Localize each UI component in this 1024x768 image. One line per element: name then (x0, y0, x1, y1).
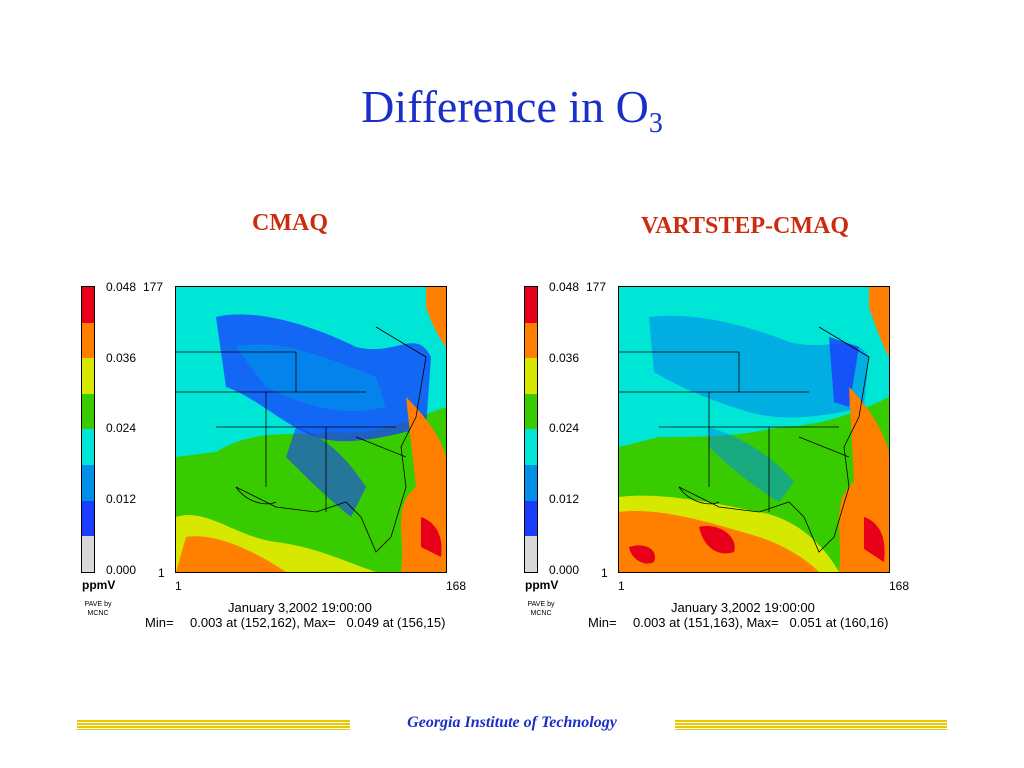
min-label: Min= (145, 615, 174, 630)
map-panel-vartstep: 0.048 0.036 0.024 0.012 0.000 ppmV 177 1… (521, 278, 941, 638)
x-axis-max: 168 (889, 579, 910, 593)
map-date: January 3,2002 19:00:00 (671, 600, 815, 615)
colorbar-swatch (82, 287, 94, 323)
title-subscript: 3 (648, 108, 663, 139)
min-label: Min= (588, 615, 617, 630)
colorbar-tick: 0.012 (106, 492, 137, 506)
colorbar-swatch (82, 500, 94, 537)
colorbar-swatch (82, 358, 94, 394)
colorbar-swatch (82, 429, 94, 465)
y-axis-min: 1 (601, 566, 608, 580)
colorbar-tick: 0.048 (106, 280, 137, 294)
pave-logo: PAVE by MCNC (84, 601, 112, 617)
x-axis-min: 1 (175, 579, 182, 593)
footer-rule-right (675, 720, 947, 730)
colorbar-swatch (525, 464, 537, 501)
colorbar-swatch (525, 500, 537, 537)
colorbar-unit: ppmV (82, 578, 116, 592)
colorbar-unit: ppmV (525, 578, 559, 592)
panel-heading-cmaq: CMAQ (252, 210, 328, 236)
colorbar-tick: 0.036 (106, 351, 137, 365)
min-max-readout: 0.003 at (151,163), Max= 0.051 at (160,1… (633, 615, 889, 630)
colorbar (81, 286, 95, 573)
colorbar-swatch (525, 287, 537, 323)
colorbar-tick: 0.024 (549, 421, 580, 435)
x-axis-max: 168 (446, 579, 467, 593)
ozone-difference-map (618, 286, 890, 573)
title-text: Difference in O (361, 81, 649, 132)
colorbar-tick: 0.012 (549, 492, 580, 506)
min-max-readout: 0.003 at (152,162), Max= 0.049 at (156,1… (190, 615, 446, 630)
x-axis-min: 1 (618, 579, 625, 593)
pave-logo: PAVE by MCNC (527, 601, 555, 617)
colorbar-swatch (525, 536, 537, 572)
slide-title: Difference in O3 (0, 80, 1024, 140)
colorbar-tick: 0.000 (106, 563, 137, 577)
map-date: January 3,2002 19:00:00 (228, 600, 372, 615)
colorbar-swatch (525, 358, 537, 394)
colorbar-tick: 0.036 (549, 351, 580, 365)
colorbar-swatch (525, 393, 537, 430)
colorbar (524, 286, 538, 573)
map-panel-cmaq: 0.048 0.036 0.024 0.012 0.000 ppmV 177 1… (78, 278, 498, 638)
y-axis-min: 1 (158, 566, 165, 580)
colorbar-swatch (82, 464, 94, 501)
panel-heading-vartstep: VARTSTEP-CMAQ (640, 213, 850, 239)
colorbar-swatch (525, 322, 537, 359)
colorbar-swatch (82, 536, 94, 572)
colorbar-swatch (525, 429, 537, 465)
footer-rule-left (77, 720, 350, 730)
colorbar-swatch (82, 322, 94, 359)
colorbar-swatch (82, 393, 94, 430)
footer-institution: Georgia Institute of Technology (407, 714, 617, 731)
colorbar-tick: 0.024 (106, 421, 137, 435)
colorbar-tick: 0.048 (549, 280, 580, 294)
y-axis-max: 177 (586, 280, 607, 294)
colorbar-tick: 0.000 (549, 563, 580, 577)
y-axis-max: 177 (143, 280, 164, 294)
ozone-difference-map (175, 286, 447, 573)
